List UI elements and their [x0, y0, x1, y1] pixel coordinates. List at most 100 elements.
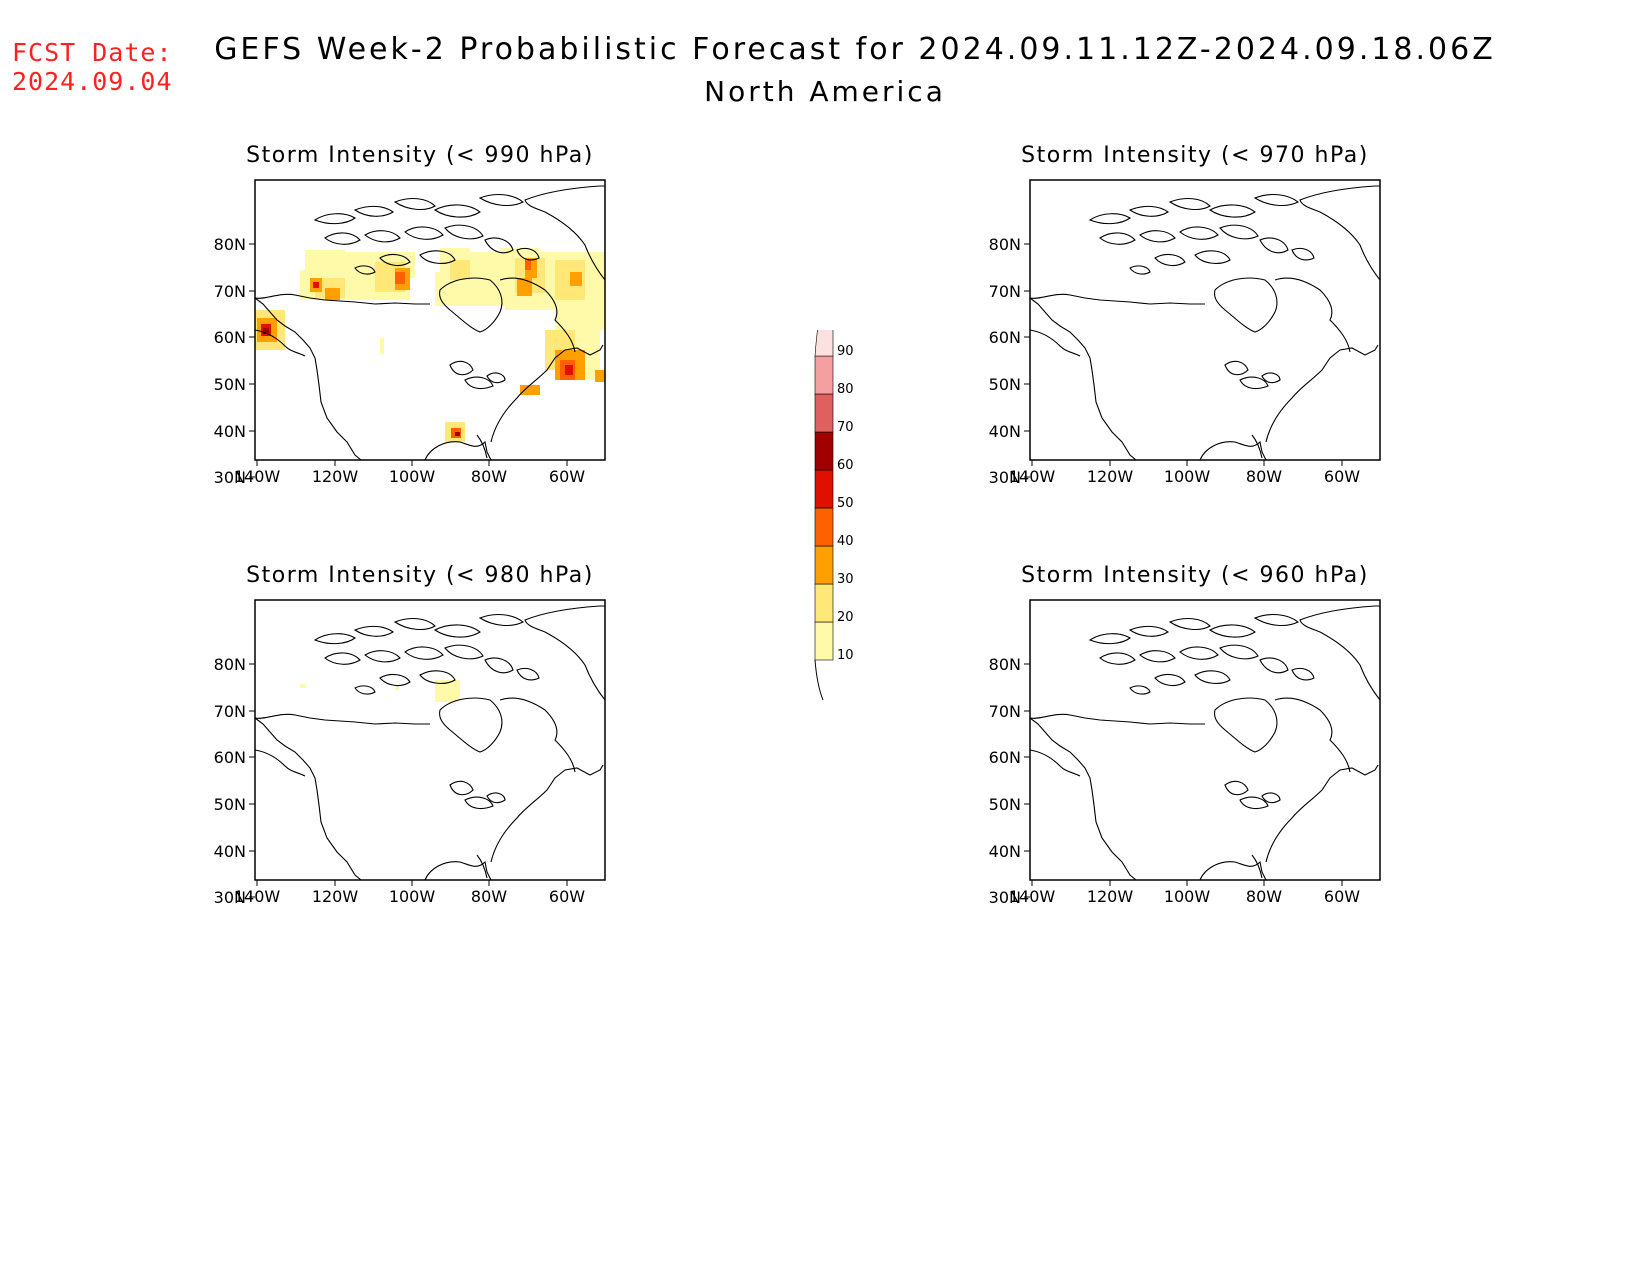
coastline-20 [1219, 224, 1259, 240]
coastline-1 [1030, 717, 1137, 880]
lon-tick-label: 60W [1324, 467, 1360, 486]
coastline-5 [1265, 764, 1379, 863]
coastline-13 [1128, 205, 1169, 217]
page-title: GEFS Week-2 Probabilistic Forecast for 2… [214, 32, 1496, 67]
lat-tick-label: 30N [214, 468, 246, 487]
coastline-8 [1261, 372, 1281, 384]
coastline-18 [364, 230, 401, 243]
lon-tick-label: 100W [1164, 887, 1211, 906]
lon-tick-label: 60W [549, 887, 585, 906]
prob-cell-980-1 [441, 688, 453, 698]
coastline-5 [490, 344, 604, 443]
colorbar-segment-60 [814, 431, 834, 471]
coastline-20 [444, 644, 484, 660]
colorbar-label: 20 [837, 610, 854, 625]
lon-tick-label: 140W [1009, 887, 1056, 906]
prob-cell-990-35 [263, 328, 269, 334]
coastline-13 [353, 625, 394, 637]
coastline-0 [255, 293, 430, 305]
coastline-10 [499, 697, 576, 773]
coastline-16 [478, 193, 525, 207]
lon-tick-label: 80W [471, 467, 507, 486]
coastline-3 [1199, 860, 1267, 880]
lat-tick-label: 80N [214, 235, 246, 254]
coastline-10 [1274, 277, 1351, 353]
coastline-17 [1099, 232, 1136, 245]
coastline-4 [476, 854, 488, 879]
coastline-23 [484, 237, 514, 254]
coastline-13 [1128, 625, 1169, 637]
coastline-17 [324, 652, 361, 665]
coastline-24 [516, 247, 540, 261]
panel-title-980: Storm Intensity (< 980 hPa) [246, 563, 594, 588]
lat-tick-label: 50N [214, 795, 246, 814]
map-frame [254, 599, 606, 881]
coastline-15 [1208, 624, 1256, 638]
colorbar-segment-40 [814, 507, 834, 547]
colorbar-label: 10 [837, 648, 854, 663]
lat-tick-label: 30N [214, 888, 246, 907]
colorbar-segment-80 [814, 355, 834, 395]
coastline-8 [486, 792, 506, 804]
coastlines [1030, 605, 1380, 880]
colorbar-label: 50 [837, 496, 854, 511]
coastline-10 [1274, 697, 1351, 773]
coastline-6 [1224, 360, 1249, 376]
coastline-24 [516, 667, 540, 681]
panel-980: Storm Intensity (< 980 hPa) 80N 70N 60N 50N… [190, 560, 650, 930]
panel-title-990: Storm Intensity (< 990 hPa) [246, 143, 594, 168]
colorbar-segment-50 [814, 469, 834, 509]
coastline-7 [464, 796, 494, 810]
lat-tick-label: 60N [989, 328, 1021, 347]
coastline-15 [433, 204, 481, 218]
coastline-4 [1251, 854, 1263, 879]
coastline-19 [1179, 646, 1219, 660]
coastline-22 [419, 250, 456, 264]
prob-cell-980-3 [395, 686, 399, 690]
coastline-14 [1168, 617, 1211, 631]
map-frame [1029, 599, 1381, 881]
fcst-date-caption: FCST Date: [12, 38, 173, 67]
coastline-2 [1030, 329, 1081, 357]
lon-tick-label: 120W [1087, 887, 1134, 906]
lon-tick-label: 120W [312, 467, 359, 486]
coastline-14 [393, 617, 436, 631]
colorbar-label: 80 [837, 382, 854, 397]
coastline-11 [524, 605, 605, 701]
coastline-8 [1261, 792, 1281, 804]
coastline-12 [1088, 633, 1131, 645]
coastlines [255, 605, 605, 880]
lon-tick-label: 140W [234, 887, 281, 906]
coastline-25 [354, 265, 376, 275]
coastline-0 [1030, 293, 1205, 305]
coastline-25 [1129, 265, 1151, 275]
coastline-19 [404, 646, 444, 660]
coastline-23 [1259, 237, 1289, 254]
lat-tick-label: 40N [214, 422, 246, 441]
coastline-8 [486, 372, 506, 384]
colorbar-segment-30 [814, 545, 834, 585]
colorbar-label: 70 [837, 420, 854, 435]
prob-cell-990-41 [313, 282, 319, 288]
coastline-18 [1139, 650, 1176, 663]
prob-cell-990-15 [450, 260, 470, 280]
coastline-5 [490, 764, 604, 863]
coastline-15 [433, 624, 481, 638]
lat-tick-label: 80N [989, 235, 1021, 254]
probability-shading [300, 680, 460, 702]
coastline-4 [1251, 434, 1263, 459]
coastline-13 [353, 205, 394, 217]
coastline-20 [444, 224, 484, 240]
coastline-9 [439, 697, 503, 753]
lon-tick-label: 120W [1087, 467, 1134, 486]
coastline-3 [424, 860, 492, 880]
colorbar-legend: 10 20 30 40 50 60 70 80 90 [814, 330, 854, 701]
coastline-7 [1239, 796, 1269, 810]
colorbar-label: 60 [837, 458, 854, 473]
coastline-21 [1154, 673, 1186, 687]
